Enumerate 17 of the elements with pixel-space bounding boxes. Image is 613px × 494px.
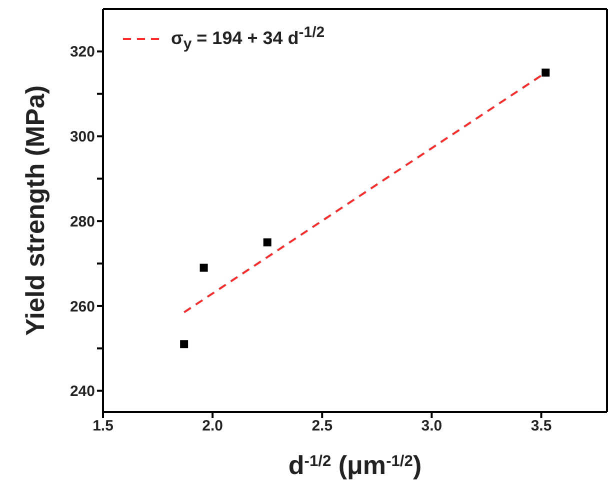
x-tick-label: 2.5	[312, 418, 333, 435]
y-tick-label: 240	[70, 383, 95, 400]
y-tick-label: 300	[70, 128, 95, 146]
point	[180, 340, 188, 348]
y-axis-title: Yield strength (MPa)	[20, 85, 50, 336]
x-tick-label: 3.5	[530, 418, 552, 435]
x-tick-label: 1.5	[92, 418, 114, 435]
y-tick-label: 320	[70, 44, 95, 61]
point	[263, 238, 272, 246]
y-tick-label: 260	[70, 298, 95, 316]
x-tick-label: 2.0	[202, 418, 223, 435]
x-axis-title: d$^{-1/2}$ (μm$^{-1/2}$)	[288, 450, 422, 480]
legend-label: σ$_{y}$ = 194 + 34 d$^{-1/2}$	[171, 23, 325, 55]
point	[542, 68, 550, 77]
point	[200, 264, 208, 272]
y-tick-label: 280	[70, 213, 95, 230]
x-tick-label: 3.0	[421, 418, 442, 435]
